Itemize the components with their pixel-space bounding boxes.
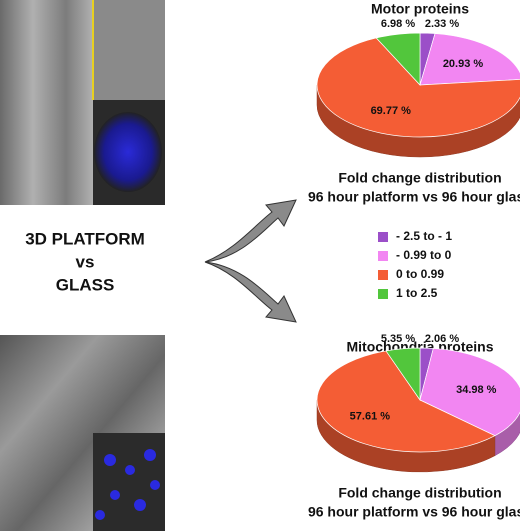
pie-top [375, 32, 421, 86]
pie-top [385, 347, 421, 402]
value-label: 34.98 % [456, 384, 497, 396]
legend-label: 0 to 0.99 [396, 267, 444, 281]
pie-slice [419, 33, 520, 86]
pie-top [419, 348, 520, 437]
pie-title: Motor proteins [371, 1, 469, 17]
center-label: vs [76, 252, 95, 271]
pie-top [316, 350, 496, 453]
legend-swatch [378, 270, 388, 280]
micrograph-bottom [0, 335, 165, 531]
pie-caption: 96 hour platform vs 96 hour glass [308, 504, 520, 520]
pie-top [316, 37, 520, 138]
value-label: 6.98 % [381, 18, 415, 30]
value-label: 2.06 % [425, 333, 459, 345]
legend-swatch [378, 251, 388, 261]
pie-caption: Fold change distribution [338, 170, 501, 186]
legend-swatch [378, 232, 388, 242]
pie-slice [375, 32, 421, 86]
pie-title: Mitochondria proteins [347, 339, 494, 355]
value-label: 2.33 % [425, 18, 459, 30]
value-label: 5.35 % [381, 333, 415, 345]
value-label: 69.77 % [371, 105, 412, 117]
pie-slice [316, 37, 520, 158]
micrograph-top [0, 0, 165, 205]
legend-label: - 2.5 to - 1 [396, 229, 452, 243]
legend-swatch [378, 289, 388, 299]
value-label: 20.93 % [443, 58, 484, 70]
pie-top [419, 33, 520, 86]
center-label: 3D PLATFORM [25, 229, 145, 248]
legend-label: - 0.99 to 0 [396, 248, 452, 262]
pie-slice [385, 347, 421, 402]
pie-slice [316, 350, 496, 473]
legend-label: 1 to 2.5 [396, 286, 438, 300]
center-label: GLASS [56, 275, 115, 294]
pie-caption: Fold change distribution [338, 485, 501, 501]
pie-caption: 96 hour platform vs 96 hour glass [308, 189, 520, 205]
value-label: 57.61 % [350, 410, 391, 422]
arrows [204, 199, 297, 323]
